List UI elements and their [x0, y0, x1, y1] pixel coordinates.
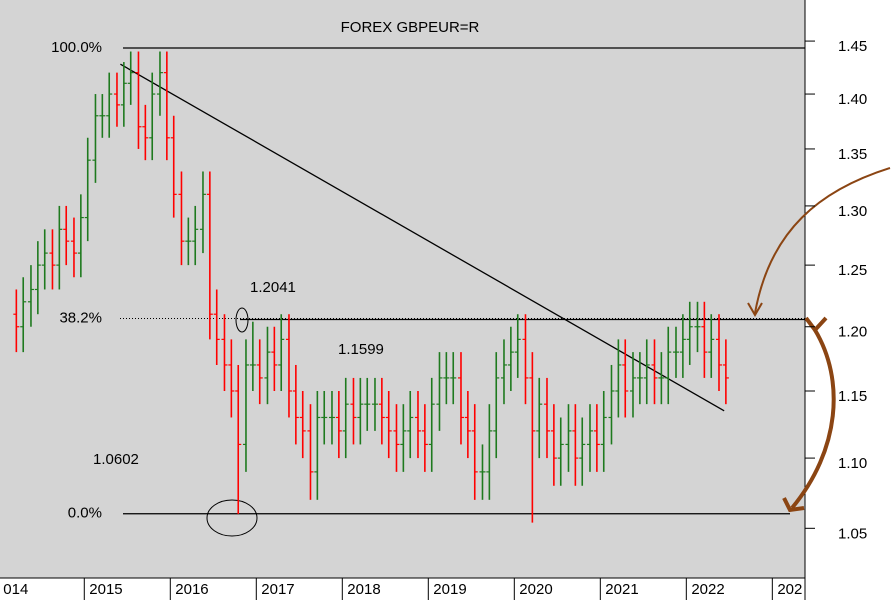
- arrow-head: [782, 497, 805, 513]
- arrow-head: [747, 302, 763, 317]
- level-label: 100.0%: [51, 39, 102, 56]
- y-tick-label: 1.15: [838, 388, 867, 405]
- price-annotation: 1.2041: [250, 279, 296, 296]
- x-tick-label: 2021: [605, 581, 638, 598]
- level-label: 0.0%: [68, 505, 102, 522]
- x-tick-label: 2022: [691, 581, 724, 598]
- x-tick-label: 202: [777, 581, 802, 598]
- arrow: [754, 167, 891, 314]
- y-tick-label: 1.40: [838, 91, 867, 108]
- plot-area: [0, 0, 805, 578]
- y-tick-label: 1.25: [838, 262, 867, 279]
- x-tick-label: 2018: [347, 581, 380, 598]
- x-tick-label: 2017: [261, 581, 294, 598]
- x-tick-label: 014: [3, 581, 28, 598]
- price-annotation: 1.0602: [93, 451, 139, 468]
- trendline: [120, 63, 725, 412]
- level-label: 38.2%: [59, 309, 102, 326]
- x-tick-label: 2019: [433, 581, 466, 598]
- x-tick-label: 2020: [519, 581, 552, 598]
- highlight-ellipse: [206, 499, 258, 537]
- price-annotation: 1.1599: [338, 341, 384, 358]
- x-tick-label: 2016: [175, 581, 208, 598]
- y-tick-label: 1.45: [838, 38, 867, 55]
- chart-title: FOREX GBPEUR=R: [341, 19, 480, 36]
- y-axis-panel: [805, 0, 891, 600]
- y-tick-label: 1.10: [838, 455, 867, 472]
- y-tick-label: 1.20: [838, 324, 867, 341]
- x-tick-label: 2015: [89, 581, 122, 598]
- y-tick-label: 1.35: [838, 146, 867, 163]
- arrow: [790, 328, 836, 510]
- y-tick-label: 1.05: [838, 525, 867, 542]
- y-tick-label: 1.30: [838, 203, 867, 220]
- arrow-head: [804, 316, 828, 334]
